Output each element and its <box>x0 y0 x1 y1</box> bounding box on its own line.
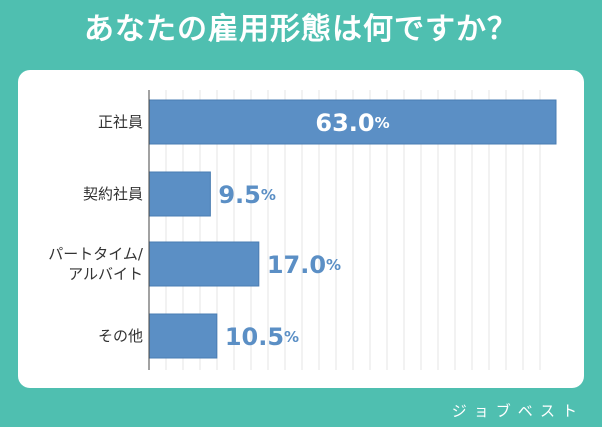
bar <box>148 241 260 287</box>
category-label-line: 正社員 <box>98 113 143 131</box>
value-label: 17.0% <box>267 251 341 279</box>
page-title: あなたの雇用形態は何ですか？ <box>84 12 518 47</box>
chart-card: 正社員 契約社員 パートタイム/アルバイト その他 63.0% 9.5% 17.0% 10.… <box>18 70 584 388</box>
category-label: パートタイム/アルバイト <box>48 245 144 283</box>
category-label-line: その他 <box>98 327 143 345</box>
value-unit: % <box>326 256 341 274</box>
value-number: 17.0 <box>267 251 326 279</box>
value-label: 9.5% <box>218 181 276 209</box>
value-label: 10.5% <box>225 323 299 351</box>
value-number: 9.5 <box>218 181 261 209</box>
value-unit: % <box>261 186 276 204</box>
category-label: 正社員 <box>98 113 143 131</box>
value-number: 10.5 <box>225 323 284 351</box>
value-unit: % <box>284 328 299 346</box>
bar <box>148 171 211 217</box>
value-label: 63.0% <box>315 109 389 137</box>
category-label-line: アルバイト <box>68 265 143 283</box>
value-number: 63.0 <box>315 109 374 137</box>
category-label-line: パートタイム/ <box>48 245 144 263</box>
category-label-line: 契約社員 <box>83 185 143 203</box>
value-labels: 63.0%9.5%17.0%10.5% <box>218 109 389 351</box>
brand-logo: ジョブベスト <box>451 402 584 420</box>
bar <box>148 313 218 359</box>
bars <box>148 99 557 359</box>
value-unit: % <box>375 114 390 132</box>
category-label: その他 <box>98 327 143 345</box>
category-label: 契約社員 <box>83 185 143 203</box>
